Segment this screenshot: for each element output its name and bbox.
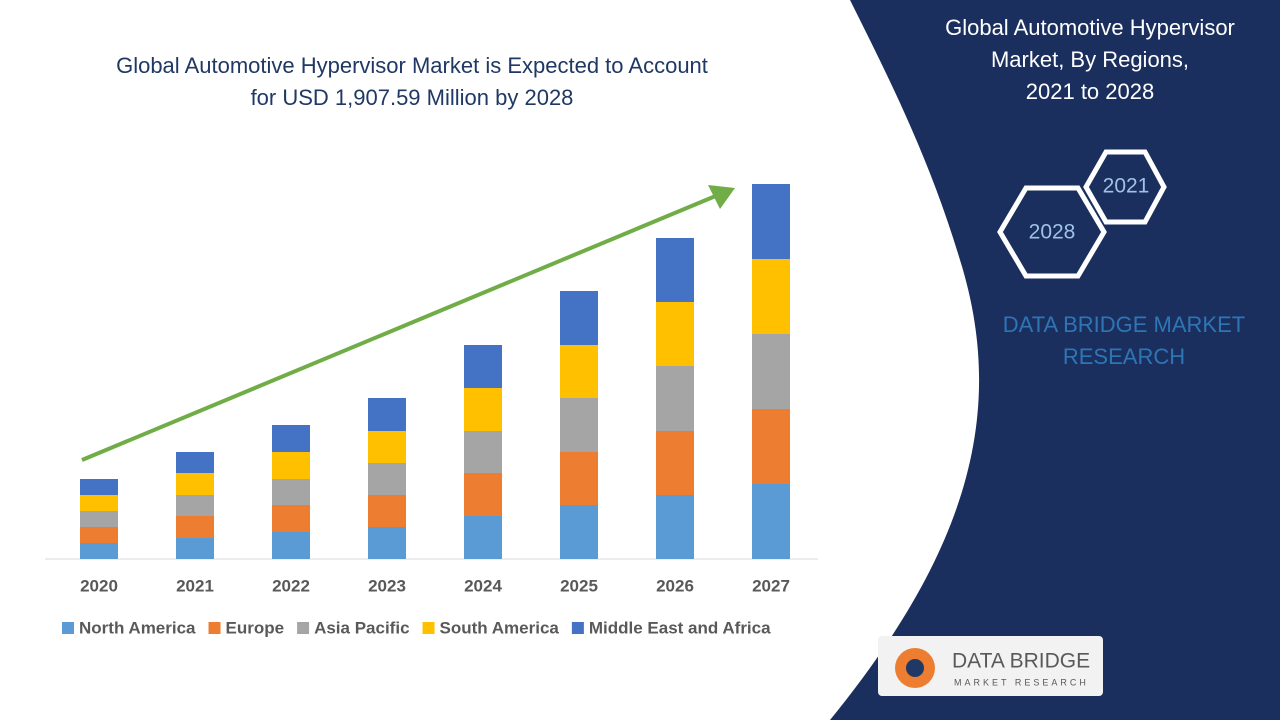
brand-text: RESEARCH — [1063, 344, 1185, 369]
panel-title: Global Automotive Hypervisor — [945, 15, 1235, 40]
bar-segment — [368, 463, 406, 495]
x-tick-label: 2023 — [368, 576, 406, 595]
bar-segment — [80, 527, 118, 543]
bar-segment — [176, 538, 214, 559]
legend-swatch — [297, 622, 310, 634]
bar-segment — [80, 479, 118, 495]
logo-name: DATA BRIDGE — [952, 650, 1090, 673]
bar-segment — [176, 495, 214, 516]
chart-title: for USD 1,907.59 Million by 2028 — [251, 85, 574, 110]
bar-segment — [656, 238, 694, 302]
bar-segment — [464, 516, 502, 559]
bar-segment — [464, 431, 502, 473]
legend-label: South America — [440, 618, 560, 637]
bar-segment — [272, 425, 310, 452]
bar-segment — [752, 484, 790, 559]
bar-segment — [560, 452, 598, 505]
bar-segment — [368, 398, 406, 431]
bar-segment — [464, 473, 502, 516]
legend-label: Asia Pacific — [314, 618, 409, 637]
bar-segment — [752, 259, 790, 334]
x-tick-label: 2022 — [272, 576, 310, 595]
brand-text: DATA BRIDGE MARKET — [1003, 312, 1245, 337]
bar-segment — [752, 334, 790, 409]
logo-box — [878, 636, 1103, 696]
chart-title: Global Automotive Hypervisor Market is E… — [116, 53, 708, 78]
bar-segment — [656, 431, 694, 495]
x-tick-label: 2026 — [656, 576, 694, 595]
x-tick-label: 2027 — [752, 576, 790, 595]
bar-segment — [80, 543, 118, 559]
bar-segment — [368, 431, 406, 463]
bar-segment — [560, 398, 598, 452]
bar-segment — [656, 302, 694, 366]
side-panel — [830, 0, 1280, 720]
legend-label: North America — [79, 618, 196, 637]
x-tick-label: 2021 — [176, 576, 214, 595]
legend-label: Middle East and Africa — [589, 618, 771, 637]
logo-tagline: MARKET RESEARCH — [954, 677, 1089, 687]
bar-segment — [560, 345, 598, 398]
x-tick-label: 2024 — [464, 576, 502, 595]
hexagon-label: 2028 — [1029, 221, 1076, 244]
legend-swatch — [422, 622, 435, 634]
bar-segment — [272, 505, 310, 532]
bar-segment — [272, 479, 310, 505]
bar-segment — [752, 184, 790, 259]
bar-segment — [80, 511, 118, 527]
x-tick-label: 2025 — [560, 576, 598, 595]
bar-segment — [176, 452, 214, 473]
bar-segment — [656, 366, 694, 431]
panel-title: Market, By Regions, — [991, 47, 1189, 72]
bar-segment — [656, 495, 694, 559]
hexagon — [997, 185, 1107, 279]
bar-segment — [272, 452, 310, 479]
bar-segment — [176, 473, 214, 495]
hexagon — [1083, 149, 1167, 225]
legend-swatch — [208, 622, 221, 634]
bar-segment — [560, 505, 598, 559]
x-tick-label: 2020 — [80, 576, 118, 595]
hexagon-label: 2021 — [1103, 175, 1150, 198]
trend-arrow — [81, 193, 719, 462]
legend-label: Europe — [226, 618, 285, 637]
bar-segment — [368, 527, 406, 559]
bar-segment — [560, 291, 598, 345]
bar-segment — [272, 532, 310, 559]
arrow-head — [708, 185, 735, 209]
logo-icon — [906, 659, 924, 677]
bar-segment — [752, 409, 790, 484]
bar-segment — [176, 516, 214, 538]
legend-swatch — [571, 622, 584, 634]
bar-segment — [368, 495, 406, 527]
legend-swatch — [62, 622, 74, 634]
bar-segment — [464, 388, 502, 431]
bar-segment — [80, 495, 118, 511]
bar-segment — [464, 345, 502, 388]
panel-title: 2021 to 2028 — [1026, 79, 1154, 104]
